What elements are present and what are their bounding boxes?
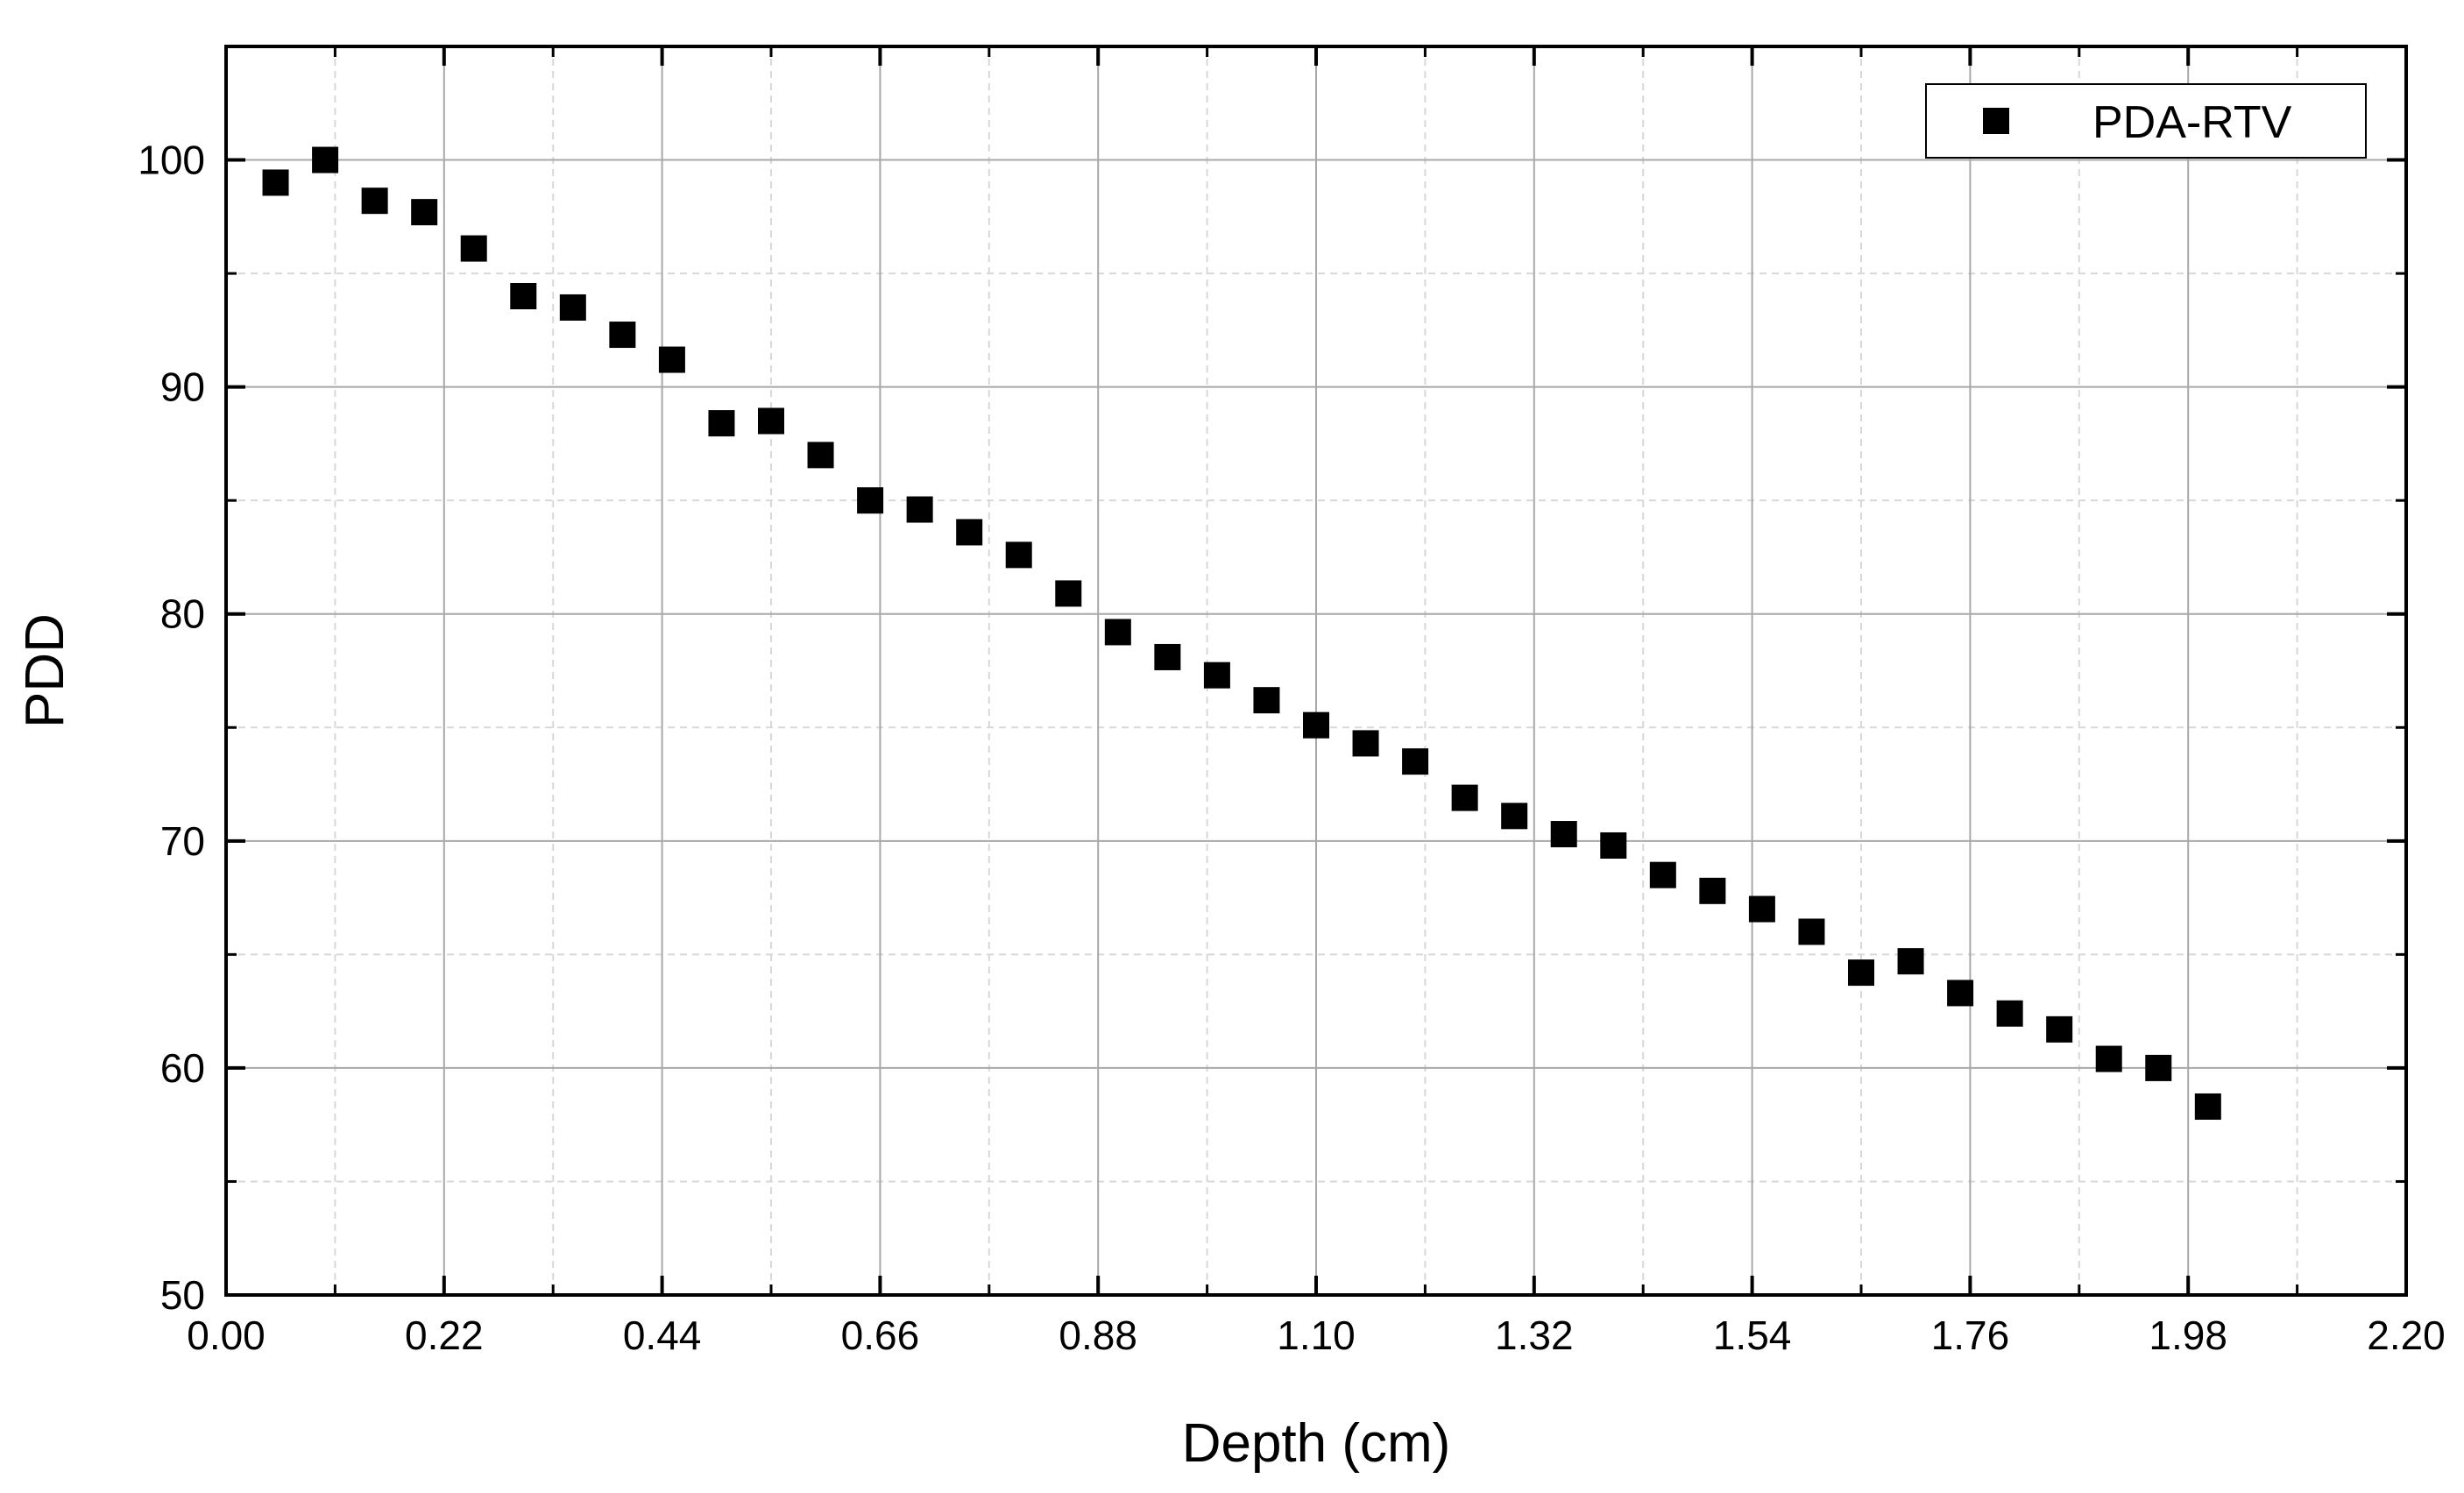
data-point <box>1848 959 1874 987</box>
x-tick-label: 0.00 <box>187 1313 266 1358</box>
data-point <box>1253 687 1280 714</box>
ticks: 0.00 0.22 0.44 0.66 0.88 1.10 1.32 1.54 1.76 1.98… <box>138 45 2446 1358</box>
data-point <box>1451 784 1478 811</box>
data-point <box>857 487 884 514</box>
data-point <box>1203 662 1230 689</box>
y-axis-title: PDD <box>15 613 75 728</box>
legend-label: PDA-RTV <box>2092 97 2292 148</box>
data-point <box>1550 821 1577 848</box>
data-point <box>2095 1045 2122 1072</box>
data-point <box>1947 980 1974 1007</box>
data-point <box>1104 619 1131 646</box>
x-tick-label: 1.54 <box>1713 1313 1792 1358</box>
y-tick-label: 100 <box>138 138 205 183</box>
data-point <box>658 346 685 373</box>
data-point <box>2145 1054 2172 1081</box>
data-point <box>361 188 388 215</box>
data-point <box>1649 861 1676 888</box>
x-tick-label: 1.32 <box>1495 1313 1574 1358</box>
grid <box>226 46 2406 1295</box>
legend-marker-square <box>1983 108 2009 134</box>
data-point <box>460 235 487 262</box>
data-points <box>262 146 2221 1120</box>
data-point <box>1748 895 1775 923</box>
y-tick-label: 90 <box>160 364 205 410</box>
x-tick-label: 0.88 <box>1059 1313 1137 1358</box>
data-point <box>1501 803 1528 830</box>
x-tick-label: 1.76 <box>1931 1313 2010 1358</box>
data-point <box>708 410 735 437</box>
data-point <box>2194 1093 2221 1120</box>
data-point <box>956 519 983 546</box>
data-point <box>807 442 834 469</box>
y-tick-label: 50 <box>160 1272 205 1318</box>
y-tick-label: 70 <box>160 818 205 864</box>
y-tick-label: 60 <box>160 1045 205 1091</box>
data-point <box>510 283 537 309</box>
data-point <box>906 496 933 523</box>
data-point <box>758 407 784 435</box>
data-point <box>2046 1015 2073 1043</box>
x-tick-label: 1.98 <box>2149 1313 2227 1358</box>
data-point <box>1897 948 1924 975</box>
data-point <box>1798 918 1825 945</box>
data-point <box>1352 730 1379 757</box>
data-point <box>312 146 339 173</box>
y-tick-label: 80 <box>160 591 205 637</box>
data-point <box>1154 643 1181 670</box>
data-point <box>609 322 636 349</box>
data-point <box>1996 1000 2023 1027</box>
data-point <box>1303 711 1329 739</box>
x-tick-label: 2.20 <box>2367 1313 2446 1358</box>
x-tick-label: 0.22 <box>405 1313 484 1358</box>
x-tick-label: 1.10 <box>1277 1313 1356 1358</box>
data-point <box>262 169 289 196</box>
data-point <box>1600 832 1627 859</box>
data-point <box>1402 748 1429 775</box>
data-point <box>1005 541 1032 569</box>
data-point <box>559 294 586 321</box>
data-point <box>411 199 438 226</box>
x-tick-label: 0.44 <box>623 1313 702 1358</box>
data-point <box>1699 877 1726 904</box>
data-point <box>1055 580 1082 607</box>
x-tick-label: 0.66 <box>841 1313 920 1358</box>
legend: PDA-RTV <box>1925 83 2367 159</box>
x-axis-title: Depth (cm) <box>1182 1413 1451 1474</box>
